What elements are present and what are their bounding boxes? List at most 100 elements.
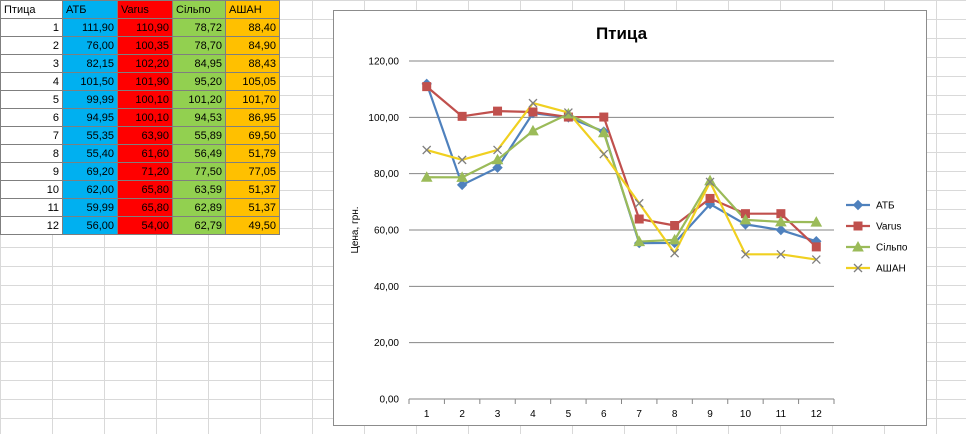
table-cell[interactable]: 102,20 [117,54,173,73]
header-cell[interactable]: Птица [0,0,63,19]
table-cell[interactable]: 55,89 [172,126,226,145]
data-point-2 [811,242,821,252]
chart-area[interactable]: Птица Цена, грн. 0,00 20,00 40,00 60,00 80,00 1… [333,10,927,426]
table-cell[interactable]: 69,20 [62,162,118,181]
table-cell[interactable]: 65,80 [117,180,173,199]
table-cell[interactable]: 82,15 [62,54,118,73]
data-point-4 [563,108,573,118]
table-cell[interactable]: 51,37 [225,180,280,199]
table-cell[interactable]: 55,35 [62,126,118,145]
table-cell[interactable]: 8 [0,144,63,163]
table-cell[interactable]: 7 [0,126,63,145]
table-cell[interactable]: 54,00 [117,216,173,235]
data-point-2 [528,107,538,117]
table-row: 6 94,95 100,10 94,53 86,95 [0,108,280,127]
header-cell[interactable]: АТБ [62,0,118,19]
table-cell[interactable]: 99,99 [62,90,118,109]
table-cell[interactable]: 88,40 [225,18,280,37]
table-cell[interactable]: 62,89 [172,198,226,217]
table-cell[interactable]: 88,43 [225,54,280,73]
x-tick-label: 6 [601,409,607,420]
table-cell[interactable]: 56,49 [172,144,226,163]
header-cell[interactable]: Varus [117,0,173,19]
table-cell[interactable]: 86,95 [225,108,280,127]
x-tick-label: 12 [811,409,823,420]
table-cell[interactable]: 51,37 [225,198,280,217]
table-cell[interactable]: 100,10 [117,90,173,109]
series-line-1 [425,83,817,245]
table-cell[interactable]: 9 [0,162,63,181]
table-cell[interactable]: 111,90 [62,18,118,37]
table-cell[interactable]: 6 [0,108,63,127]
data-point-3 [739,213,752,225]
table-cell[interactable]: 55,40 [62,144,118,163]
table-cell[interactable]: 56,00 [62,216,118,235]
x-tick-label: 2 [459,409,465,420]
table-cell[interactable]: 11 [0,198,63,217]
table-cell[interactable]: 78,70 [172,36,226,55]
table-cell[interactable]: 59,99 [62,198,118,217]
table-cell[interactable]: 62,79 [172,216,226,235]
table-cell[interactable]: 110,90 [117,18,173,37]
table-cell[interactable]: 71,20 [117,162,173,181]
data-point-3 [668,233,681,245]
table-cell[interactable]: 12 [0,216,63,235]
data-point-4 [811,255,821,265]
table-cell[interactable]: 65,80 [117,198,173,217]
legend-label: Varus [876,222,901,233]
table-cell[interactable]: 100,35 [117,36,173,55]
data-point-2 [670,220,680,230]
table-cell[interactable]: 69,50 [225,126,280,145]
table-cell[interactable]: 101,50 [62,72,118,91]
data-point-4 [457,155,467,165]
data-point-4 [528,98,538,108]
table-cell[interactable]: 84,95 [172,54,226,73]
table-cell[interactable]: 100,10 [117,108,173,127]
table-cell[interactable]: 94,53 [172,108,226,127]
y-tick-label: 100,00 [368,113,399,124]
x-tick-label: 5 [566,409,572,420]
table-row: 11 59,99 65,80 62,89 51,37 [0,198,280,217]
data-point-2 [422,82,432,92]
table-cell[interactable]: 77,50 [172,162,226,181]
table-cell[interactable]: 10 [0,180,63,199]
data-point-2 [457,111,467,121]
table-cell[interactable]: 63,59 [172,180,226,199]
table-cell[interactable]: 63,90 [117,126,173,145]
table-cell[interactable]: 78,72 [172,18,226,37]
legend-marker [853,263,863,273]
x-tick-label: 3 [495,409,501,420]
table-cell[interactable]: 94,95 [62,108,118,127]
table-cell[interactable]: 105,05 [225,72,280,91]
x-tick-label: 7 [636,409,642,420]
table-cell[interactable]: 62,00 [62,180,118,199]
table-cell[interactable]: 3 [0,54,63,73]
table-cell[interactable]: 84,90 [225,36,280,55]
table-cell[interactable]: 76,00 [62,36,118,55]
table-row: 8 55,40 61,60 56,49 51,79 [0,144,280,163]
header-cell[interactable]: АШАН [225,0,280,19]
table-cell[interactable]: 77,05 [225,162,280,181]
data-point-4 [670,248,680,258]
legend-marker [853,221,863,231]
data-point-2 [493,106,503,116]
table-cell[interactable]: 101,90 [117,72,173,91]
table-cell[interactable]: 4 [0,72,63,91]
data-point-3 [597,126,610,138]
table-cell[interactable]: 1 [0,18,63,37]
table-row: 10 62,00 65,80 63,59 51,37 [0,180,280,199]
table-cell[interactable]: 95,20 [172,72,226,91]
data-point-4 [422,145,432,155]
table-cell[interactable]: 61,60 [117,144,173,163]
table-cell[interactable]: 101,20 [172,90,226,109]
table-cell[interactable]: 51,79 [225,144,280,163]
y-tick-label: 80,00 [374,169,399,180]
series-line-3 [426,112,817,243]
table-cell[interactable]: 2 [0,36,63,55]
table-cell[interactable]: 49,50 [225,216,280,235]
x-tick-label: 11 [776,409,787,420]
table-cell[interactable]: 101,70 [225,90,280,109]
table-cell[interactable]: 5 [0,90,63,109]
data-point-3 [775,215,787,227]
header-cell[interactable]: Сільпо [172,0,226,19]
